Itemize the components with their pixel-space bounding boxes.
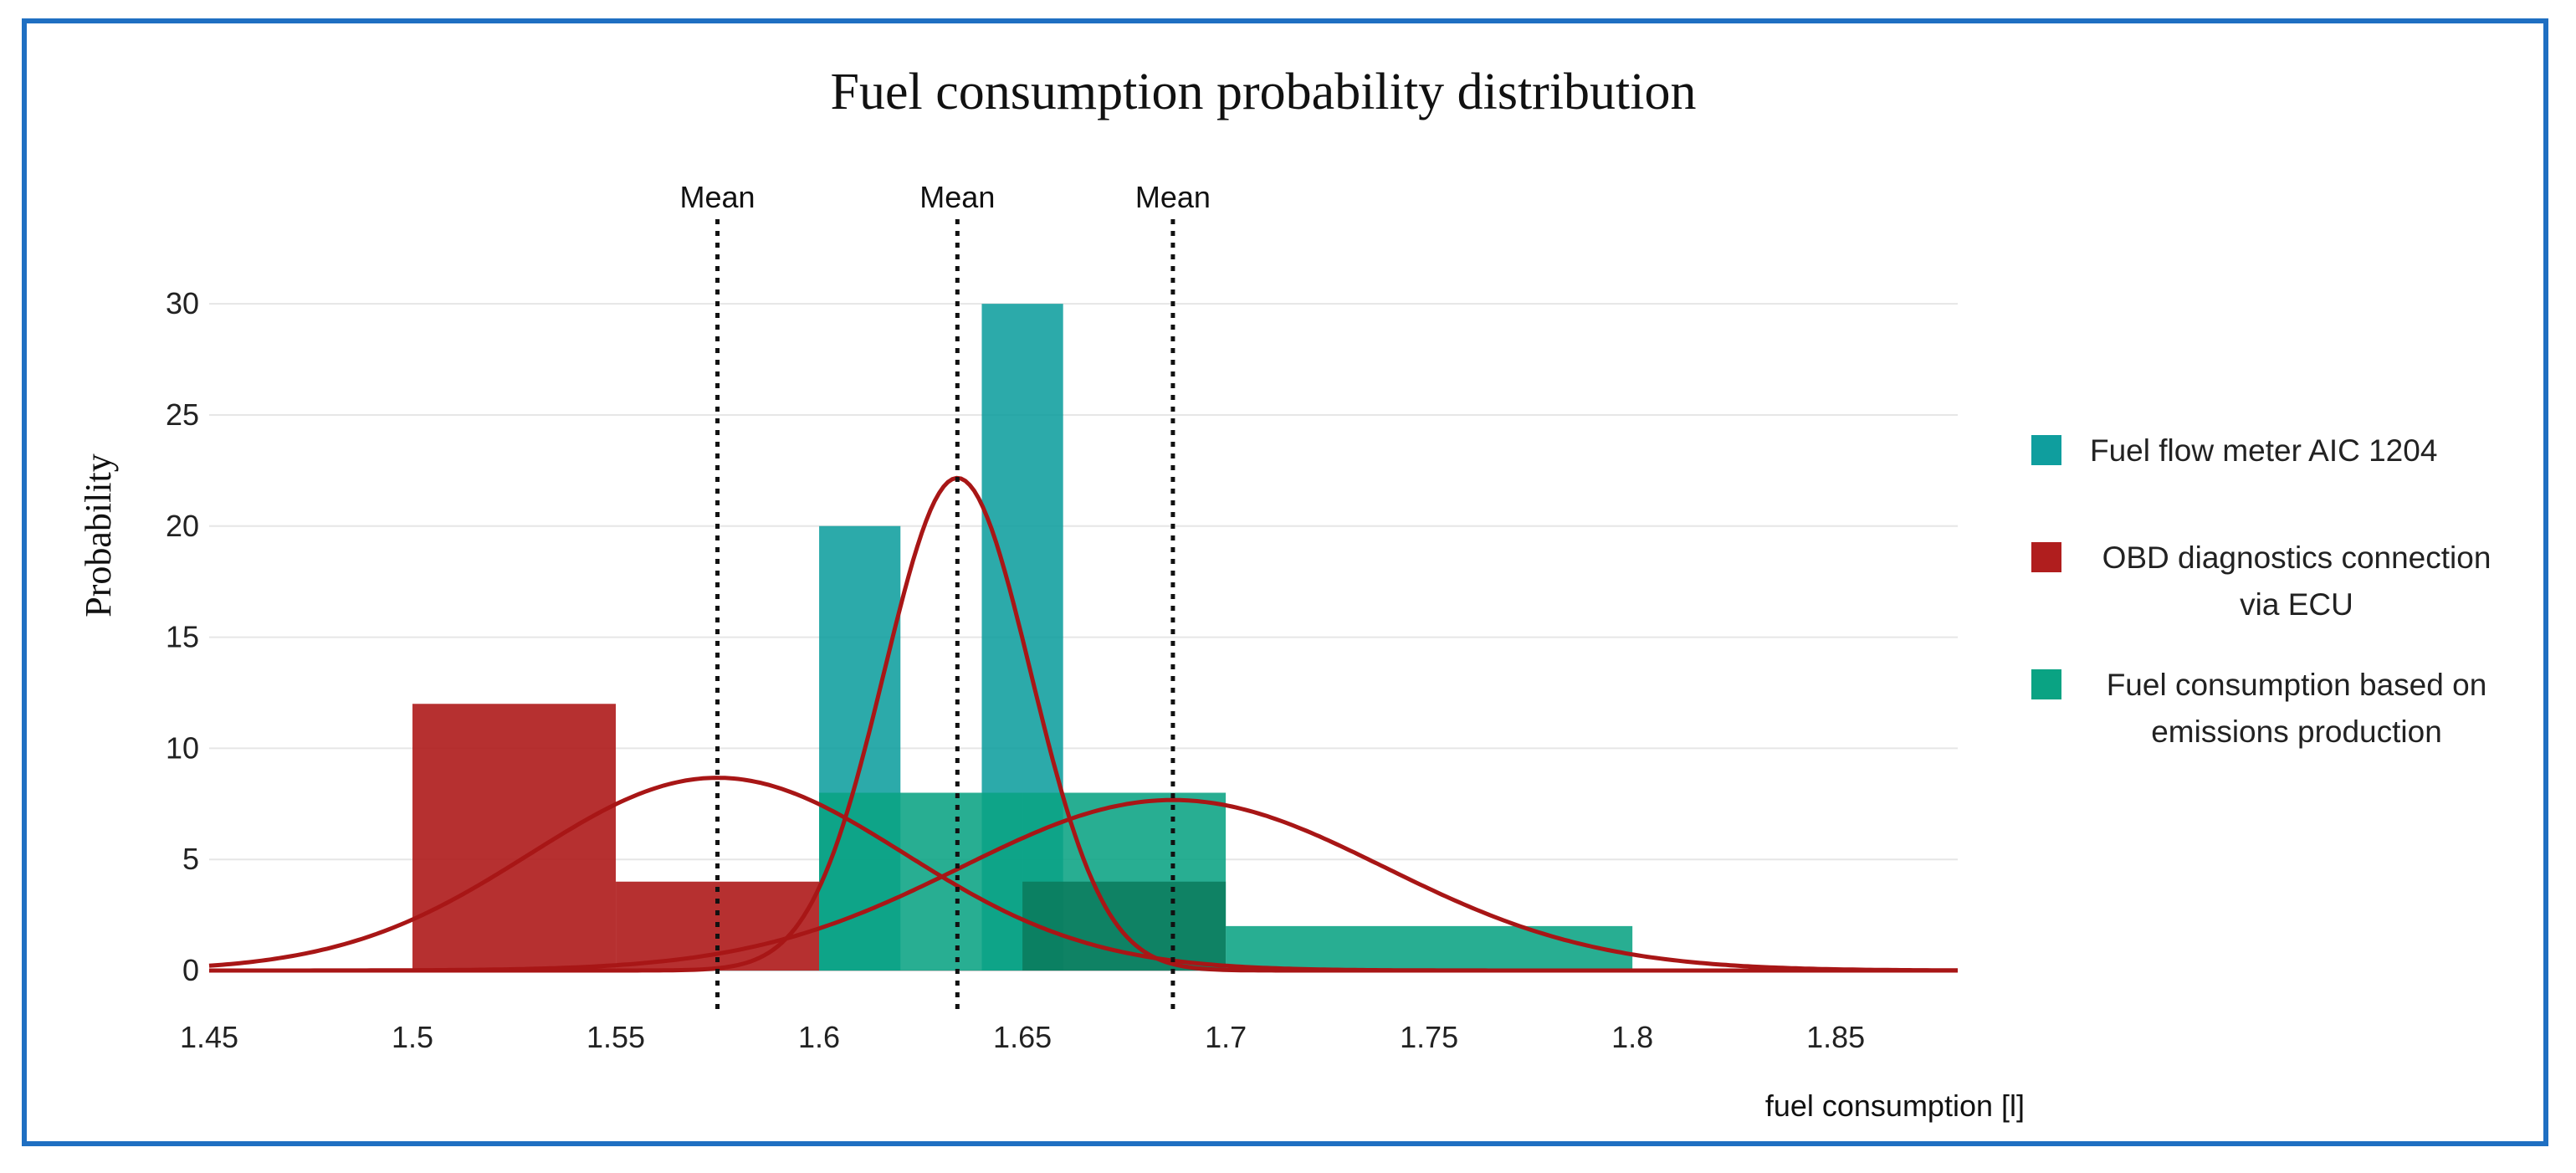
x-tick-1-6: 1.6 bbox=[798, 1020, 840, 1054]
x-tick-1-7: 1.7 bbox=[1205, 1020, 1247, 1054]
x-tick-1-8: 1.8 bbox=[1611, 1020, 1653, 1054]
density-curve-series-2 bbox=[209, 797, 1958, 973]
y-tick-5: 5 bbox=[182, 842, 199, 876]
mean-lines: Mean Mean Mean bbox=[680, 180, 1211, 1014]
legend-label-0-line-1: via ECU bbox=[2240, 587, 2353, 622]
y-tick-30: 30 bbox=[166, 286, 199, 320]
x-tick-1-65: 1.65 bbox=[993, 1020, 1052, 1054]
legend-swatch-1 bbox=[2031, 435, 2061, 465]
y-tick-labels: 0 5 10 15 20 25 30 bbox=[166, 286, 199, 987]
x-tick-1-45: 1.45 bbox=[180, 1020, 238, 1054]
x-tick-labels: 1.45 1.5 1.55 1.6 1.65 1.7 1.75 1.8 1.85 bbox=[180, 1020, 1865, 1054]
mean-label-1: Mean bbox=[919, 180, 995, 214]
mean-label-2: Mean bbox=[1135, 180, 1211, 214]
legend-label-2-line-1: emissions production bbox=[2151, 715, 2442, 749]
x-axis-label: fuel consumption [l] bbox=[1765, 1088, 2025, 1123]
density-curves bbox=[208, 475, 1958, 973]
legend-label-2-line-0: Fuel consumption based on bbox=[2107, 668, 2487, 702]
y-tick-25: 25 bbox=[166, 397, 199, 432]
x-tick-1-85: 1.85 bbox=[1806, 1020, 1865, 1054]
y-tick-15: 15 bbox=[166, 620, 199, 654]
legend-swatch-2 bbox=[2031, 669, 2061, 699]
y-axis-label: Probability bbox=[78, 453, 119, 617]
y-tick-10: 10 bbox=[166, 730, 199, 765]
legend: Fuel flow meter AIC 1204 OBD diagnostics … bbox=[2031, 433, 2491, 749]
legend-swatch-0 bbox=[2031, 542, 2061, 572]
y-tick-20: 20 bbox=[166, 509, 199, 543]
bar-series-2-bin-2 bbox=[1226, 925, 1633, 971]
y-tick-0: 0 bbox=[182, 953, 199, 987]
x-tick-1-75: 1.75 bbox=[1400, 1020, 1458, 1054]
legend-label-0-line-0: OBD diagnostics connection bbox=[2102, 540, 2491, 575]
bar-overlay-0 bbox=[1022, 881, 1227, 971]
bar-series-0-bin-0 bbox=[412, 704, 617, 971]
chart-title: Fuel consumption probability distributio… bbox=[830, 64, 1696, 120]
legend-label-1: Fuel flow meter AIC 1204 bbox=[2090, 433, 2437, 468]
mean-label-0: Mean bbox=[680, 180, 755, 214]
x-tick-1-5: 1.5 bbox=[392, 1020, 433, 1054]
x-tick-1-55: 1.55 bbox=[586, 1020, 645, 1054]
